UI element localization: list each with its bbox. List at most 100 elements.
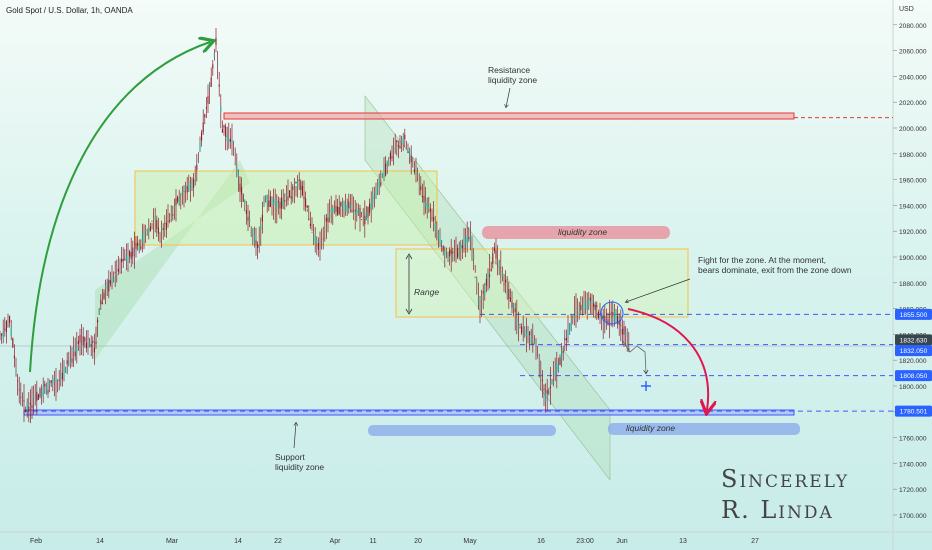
candle-body [244,199,246,205]
candle-body [247,216,249,222]
candle-body [521,326,523,334]
candle-body [138,245,140,251]
candle-body [375,189,377,198]
candle-body [0,337,1,341]
candle-body [543,388,545,390]
candle-body [439,237,441,247]
candle-body [81,345,83,347]
candle-body [63,365,65,378]
resistance-zone-rect [223,112,795,120]
drop-arrow [627,308,708,410]
candle-body [185,185,187,190]
candle-body [338,207,340,214]
liquidity-zone-label-bottom: liquidity zone [626,423,675,433]
candlestick-series [0,28,630,424]
candle-body [42,387,44,397]
candle-body [287,196,289,201]
candle-body [450,249,452,254]
candle-body [57,379,59,381]
candle-body [173,206,175,209]
candle-body [285,193,287,197]
candle-body [98,309,100,314]
candle-body [551,380,553,385]
candle-body [95,341,97,345]
candle-body [541,379,543,381]
candle-body [1,333,3,336]
candle-body [591,298,593,305]
candle-body [474,276,476,278]
candle-body [108,279,110,292]
candle-body [279,202,281,209]
candle-body [441,239,443,243]
candle-body [407,151,409,154]
candle-body [231,140,233,145]
x-tick-label: 22 [274,538,282,545]
candle-body [418,182,420,184]
candle-body [479,303,481,310]
candle-body [554,371,556,377]
candle-body [519,324,521,326]
candle-body [172,214,174,216]
candle-body [301,186,303,196]
price-axis[interactable]: 2080.000 2060.000 2040.000 2020.000 2000.000… [893,23,927,520]
candle-body [610,312,612,314]
projection-path [621,339,646,373]
candle-body [268,200,270,207]
candle-body [105,285,107,290]
candle-body [567,331,569,338]
price-tag [895,345,932,357]
candle-body [53,379,55,381]
candle-body [89,340,91,347]
candle-body [359,207,361,219]
time-axis[interactable]: Feb 14 Mar 14 22 Apr 11 20 May 16 23:00 Jun 13 27 [30,538,759,545]
candle-body [292,186,294,190]
candle-body [293,182,295,184]
candle-body [367,206,369,218]
range-label: Range [414,287,439,297]
candle-body [500,267,502,269]
candle-body [93,347,95,353]
candle-body [509,297,511,302]
candle-body [589,297,591,301]
candle-body [404,134,406,140]
candle-body [593,303,595,307]
candle-body [529,331,531,336]
candle-body [357,209,359,215]
y-tick-label: 1720.000 [899,487,927,494]
candle-body [274,198,276,203]
candle-body [234,162,236,166]
signature-line-2: R. Linda [721,496,834,524]
x-tick-label: Apr [330,538,342,545]
candle-body [25,409,27,412]
candle-body [73,348,75,353]
candle-body [159,231,161,233]
candle-body [37,394,39,400]
candle-body [596,305,598,308]
candle-body [153,218,155,219]
support-pointer-arrow [293,423,296,449]
candle-body [221,129,223,133]
candle-body [122,258,124,262]
candle-body [5,321,7,332]
candle-body [463,237,465,249]
price-tag [895,334,932,346]
candle-body [271,199,273,204]
candle-body [397,145,399,147]
drawings [0,95,893,481]
candle-body [327,217,329,223]
x-tick-label: Jun [616,538,627,545]
candle-body [369,203,371,213]
candle-body [225,126,227,137]
candle-body [149,226,151,232]
candle-body [212,64,214,69]
candle-body [157,227,159,234]
candle-body [260,224,262,229]
resistance-pointer-arrow [506,87,511,107]
candle-body [143,232,145,239]
candle-body [253,233,255,245]
candle-body [204,114,206,118]
candle-body [485,278,487,286]
candle-body [34,403,36,405]
y-tick-label: 1880.000 [899,281,927,288]
